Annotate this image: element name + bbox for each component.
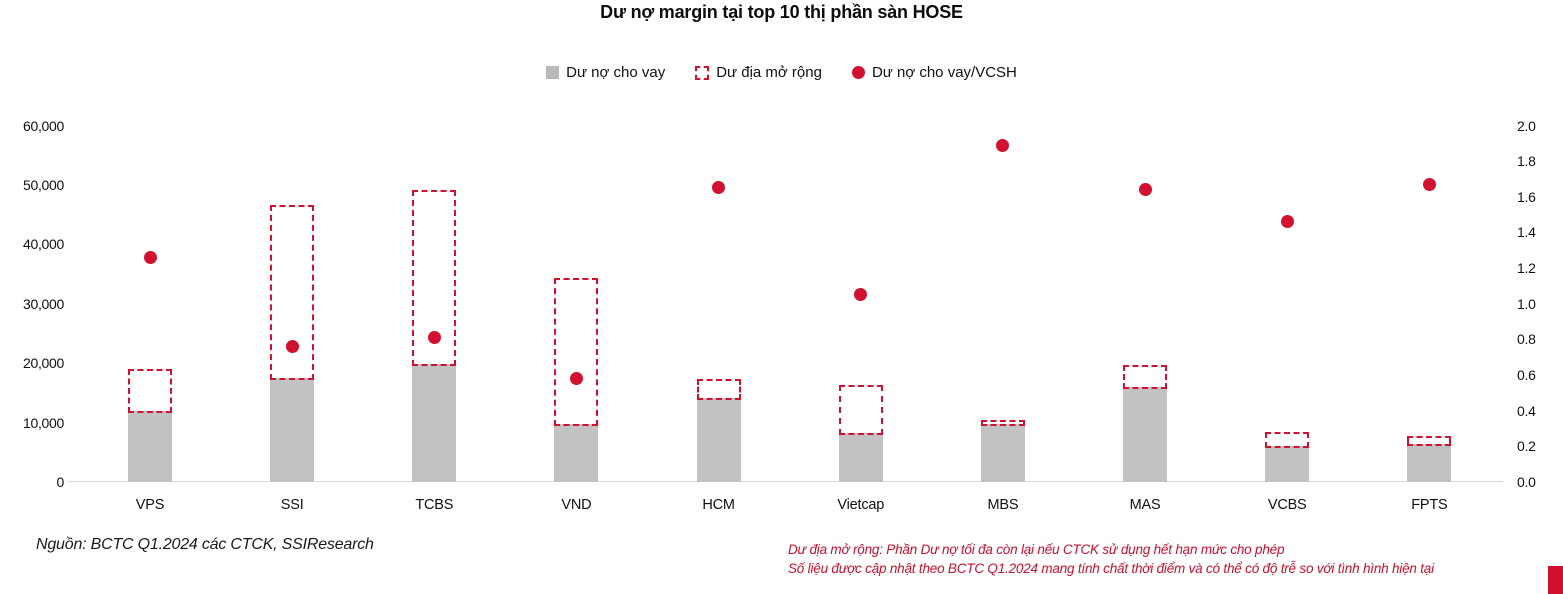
gray-square-swatch-icon — [546, 66, 560, 79]
legend-label-headroom: Dư địa mở rộng — [716, 64, 822, 81]
bar-loan-SSI — [270, 378, 315, 482]
footnote-line-1: Dư địa mở rộng: Phần Dư nợ tối đa còn lạ… — [788, 542, 1285, 557]
source-note: Nguồn: BCTC Q1.2024 các CTCK, SSIResearc… — [36, 536, 374, 553]
left-axis-tick: 0 — [56, 474, 65, 490]
bar-loan-MAS — [1123, 386, 1168, 482]
headroom-outline-VPS — [128, 368, 172, 414]
chart-title: Dư nợ margin tại top 10 thị phần sàn HOS… — [600, 2, 963, 22]
left-axis-tick: 40,000 — [22, 236, 64, 253]
headroom-outline-MBS — [980, 419, 1025, 426]
x-axis-category-VND: VND — [561, 497, 592, 513]
legend-label-ratio: Dư nợ cho vay/VCSH — [871, 64, 1017, 81]
left-axis-tick: 60,000 — [22, 117, 64, 134]
ratio-dot-FPTS — [1422, 177, 1436, 191]
ratio-dot-VND — [569, 372, 583, 386]
right-axis-tick: 0.6 — [1517, 367, 1536, 384]
x-axis-category-FPTS: FPTS — [1411, 497, 1448, 513]
bar-loan-Vietcap — [838, 432, 883, 482]
ratio-dot-VPS — [143, 250, 157, 264]
headroom-outline-VND — [554, 277, 599, 427]
bar-loan-VCBS — [1265, 446, 1310, 482]
x-axis-category-MAS: MAS — [1129, 497, 1161, 513]
right-axis-tick: 2.0 — [1517, 117, 1536, 134]
footnotes: Dư địa mở rộng: Phần Dư nợ tối đa còn lạ… — [788, 540, 1434, 578]
headroom-outline-Vietcap — [838, 384, 883, 435]
ratio-dot-VCBS — [1280, 215, 1294, 229]
x-axis-category-HCM: HCM — [702, 497, 735, 513]
bar-loan-HCM — [696, 398, 741, 482]
legend-item-loan: Dư nợ cho vay — [546, 64, 665, 81]
right-axis-tick: 1.8 — [1517, 153, 1536, 170]
headroom-outline-TCBS — [412, 189, 457, 366]
right-axis-tick: 0.0 — [1517, 474, 1536, 490]
x-axis-category-VCBS: VCBS — [1267, 497, 1307, 513]
chart-legend: Dư nợ cho vay Dư địa mở rộng Dư nợ cho v… — [0, 64, 1563, 81]
right-axis-tick: 1.6 — [1517, 188, 1536, 205]
left-axis-tick: 10,000 — [22, 414, 64, 431]
red-corner-decoration — [1548, 566, 1563, 594]
bar-loan-FPTS — [1407, 443, 1452, 482]
right-axis-tick: 1.4 — [1517, 224, 1536, 241]
bar-loan-MBS — [980, 423, 1025, 482]
bar-loan-VPS — [128, 411, 172, 482]
footnote-line-2: Số liệu được cập nhật theo BCTC Q1.2024 … — [788, 561, 1434, 576]
x-axis-category-VPS: VPS — [135, 497, 165, 513]
ratio-dot-MAS — [1138, 183, 1152, 197]
legend-item-ratio: Dư nợ cho vay/VCSH — [851, 64, 1017, 81]
x-axis-category-TCBS: TCBS — [415, 497, 454, 513]
x-axis-line — [68, 481, 1503, 482]
legend-item-headroom: Dư địa mở rộng — [695, 64, 822, 81]
legend-label-loan: Dư nợ cho vay — [566, 64, 666, 81]
red-dot-swatch-icon — [851, 66, 865, 79]
x-axis-category-Vietcap: Vietcap — [837, 497, 885, 513]
ratio-dot-TCBS — [427, 331, 441, 345]
bar-loan-TCBS — [412, 363, 457, 482]
left-axis-tick: 20,000 — [22, 355, 64, 372]
ratio-dot-SSI — [285, 340, 299, 354]
right-axis-tick: 0.4 — [1517, 402, 1536, 419]
x-axis-category-SSI: SSI — [280, 497, 304, 513]
bar-loan-VND — [554, 424, 599, 482]
right-axis-tick: 0.2 — [1517, 438, 1536, 455]
right-axis-tick: 1.0 — [1517, 295, 1536, 312]
headroom-outline-FPTS — [1407, 436, 1452, 446]
ratio-dot-Vietcap — [854, 288, 868, 302]
x-axis-category-MBS: MBS — [987, 497, 1019, 513]
headroom-outline-MAS — [1123, 364, 1168, 389]
headroom-outline-SSI — [270, 205, 315, 380]
ratio-dot-MBS — [996, 138, 1010, 152]
left-axis-tick: 50,000 — [22, 176, 64, 193]
left-axis-tick: 30,000 — [22, 295, 64, 312]
right-axis-tick: 1.2 — [1517, 260, 1536, 277]
right-axis-tick: 0.8 — [1517, 331, 1536, 348]
headroom-outline-HCM — [696, 379, 741, 401]
headroom-outline-VCBS — [1265, 432, 1310, 449]
ratio-dot-HCM — [712, 181, 726, 195]
red-dashed-square-swatch-icon — [695, 65, 710, 80]
